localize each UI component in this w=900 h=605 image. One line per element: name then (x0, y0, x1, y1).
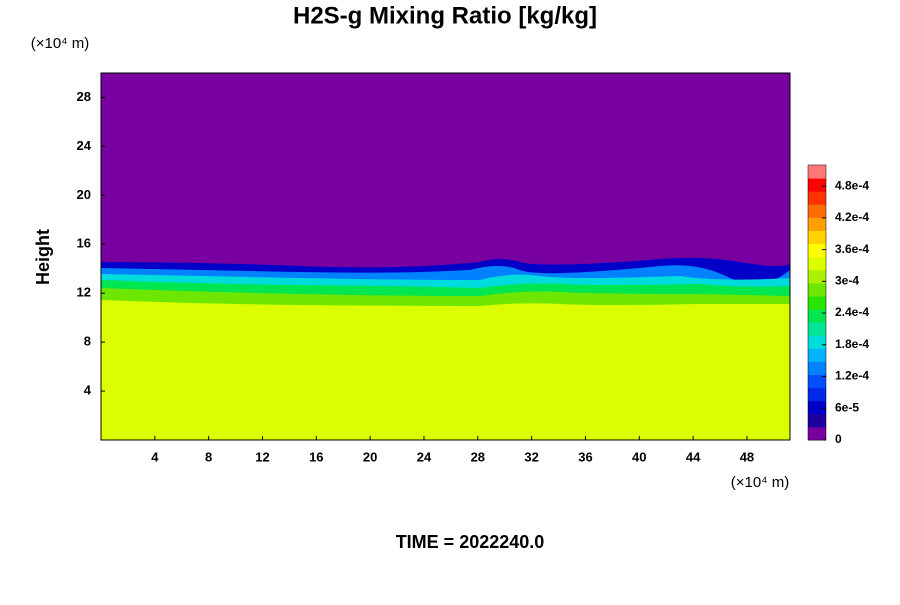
y-tick-label: 12 (77, 285, 91, 300)
colorbar-swatch (808, 282, 826, 297)
chart-title: H2S-g Mixing Ratio [kg/kg] (293, 2, 597, 29)
colorbar-tick-label: 6e-5 (835, 400, 859, 414)
colorbar-swatch (808, 191, 826, 205)
colorbar-tick-label: 2.4e-4 (835, 305, 869, 319)
colorbar-swatch (808, 256, 826, 271)
colorbar-swatch (808, 243, 826, 258)
colorbar-tick-label: 4.8e-4 (835, 178, 869, 192)
colorbar-tick-label: 1.8e-4 (835, 337, 869, 351)
y-tick-label: 8 (84, 334, 91, 349)
colorbar-swatch (808, 230, 826, 245)
colorbar-swatch (808, 322, 826, 336)
field (101, 73, 790, 440)
y-tick-label: 24 (77, 138, 92, 153)
x-tick-label: 44 (686, 449, 701, 464)
x-tick-label: 36 (578, 449, 592, 464)
x-tick-label: 12 (255, 449, 269, 464)
x-tick-label: 16 (309, 449, 323, 464)
y-axis-label: Height (33, 229, 53, 285)
colorbar-swatch (808, 178, 826, 192)
colorbar-swatch (808, 165, 826, 179)
x-tick-label: 28 (471, 449, 485, 464)
colorbar-swatch (808, 400, 826, 415)
colorbar-tick-label: 4.2e-4 (835, 210, 869, 224)
colorbar-swatch (808, 217, 826, 231)
colorbar-tick-label: 3e-4 (835, 274, 859, 288)
colorbar-swatch (808, 426, 826, 441)
colorbar-tick-label: 0 (835, 432, 842, 446)
colorbar-swatch (808, 309, 826, 323)
colorbar-frame (807, 164, 827, 441)
x-unit: (×10⁴ m) (731, 474, 790, 491)
y-tick-label: 28 (77, 89, 91, 104)
y-tick-label: 20 (77, 187, 91, 202)
x-tick-label: 8 (205, 449, 212, 464)
colorbar-swatch (808, 295, 826, 310)
colorbar-swatch (808, 335, 826, 349)
colorbar-swatch (808, 361, 826, 376)
colorbar-tick-label: 1.2e-4 (835, 369, 869, 383)
y-unit: (×10⁴ m) (31, 35, 90, 52)
colorbar-swatch (808, 413, 826, 428)
x-tick-label: 4 (151, 449, 159, 464)
x-tick-label: 48 (740, 449, 754, 464)
plot-frame (100, 72, 791, 441)
x-tick-label: 20 (363, 449, 377, 464)
colorbar-tick-label: 3.6e-4 (835, 242, 869, 256)
colorbar-swatch (808, 387, 826, 402)
y-tick-label: 4 (84, 383, 92, 398)
colorbar-swatch (808, 374, 826, 389)
colorbar-swatch (808, 269, 826, 284)
x-tick-label: 32 (524, 449, 538, 464)
x-tick-label: 24 (417, 449, 432, 464)
colorbar-swatch (808, 204, 826, 218)
colorbar-swatch (808, 348, 826, 362)
y-tick-label: 16 (77, 236, 91, 251)
footer-time: TIME = 2022240.0 (396, 532, 545, 552)
x-tick-label: 40 (632, 449, 646, 464)
